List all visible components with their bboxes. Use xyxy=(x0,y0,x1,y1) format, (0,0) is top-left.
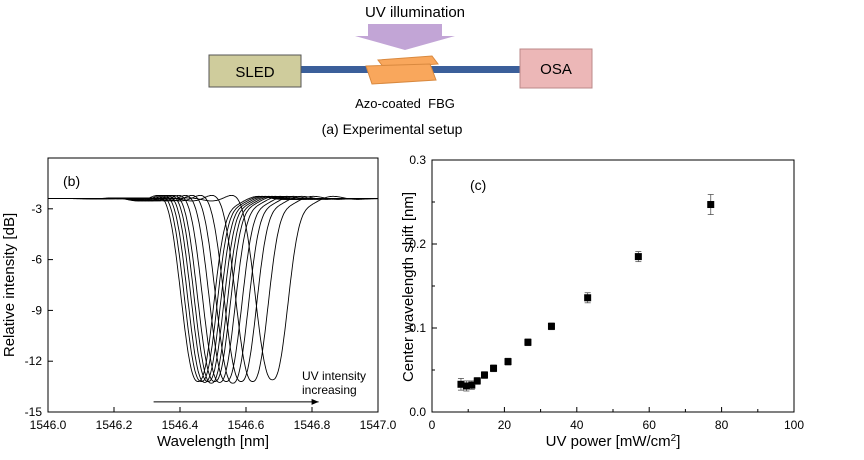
y-tick-label: 0.0 xyxy=(409,405,426,419)
x-axis-label-end: ] xyxy=(676,433,680,450)
x-tick-label: 80 xyxy=(715,418,729,432)
x-tick-label: 1547.0 xyxy=(360,418,397,432)
x-axis-label: UV power [mW/cm2] xyxy=(546,433,681,451)
spectrum-series xyxy=(48,194,378,382)
arrow-head-icon xyxy=(311,398,319,405)
data-point xyxy=(634,253,642,261)
fiber-line xyxy=(300,66,380,73)
y-axis-label: Center wavelength shift [nm] xyxy=(400,192,417,382)
x-tick-label: 1546.0 xyxy=(30,418,67,432)
sled-box xyxy=(208,54,302,88)
uv-illumination-label: UV illumination xyxy=(365,4,465,21)
x-axis-label-sup: 2 xyxy=(671,433,677,444)
y-tick-label: -9 xyxy=(31,303,42,317)
annotation-line-1: UV intensity xyxy=(302,369,366,383)
x-tick-label: 1546.8 xyxy=(294,418,331,432)
chart-b: 1546.0 1546.2 1546.4 1546.6 1546.8 1547.0 -3 -6… xyxy=(1,157,397,450)
spectrum-series xyxy=(48,194,378,384)
y-tick-label: 0.2 xyxy=(409,237,426,251)
data-point xyxy=(457,380,465,388)
y-tick-label: -6 xyxy=(31,253,42,267)
y-tick-label: 0.1 xyxy=(409,321,426,335)
spectrum-series xyxy=(48,194,378,382)
sled-label: SLED xyxy=(235,64,274,81)
spectrum-series xyxy=(48,194,378,382)
data-point xyxy=(473,377,481,385)
spectrum-series xyxy=(48,194,378,381)
data-point xyxy=(490,364,498,372)
x-tick-label: 1546.6 xyxy=(228,418,265,432)
y-tick-label: 0.3 xyxy=(409,153,426,167)
setup-diagram: UV illumination SLED OSA Azo-coated FBG … xyxy=(208,4,593,137)
y-tick-label: -12 xyxy=(25,354,43,368)
y-tick-label: -3 xyxy=(31,202,42,216)
osa-label: OSA xyxy=(540,61,572,78)
spectrum-series xyxy=(48,194,378,382)
annotation-line-2: increasing xyxy=(302,383,357,397)
x-tick-label: 0 xyxy=(429,418,436,432)
x-tick-label: 1546.4 xyxy=(162,418,199,432)
setup-caption: (a) Experimental setup xyxy=(322,121,463,137)
uv-arrow-icon xyxy=(355,24,455,50)
chart-c: 0 20 40 60 80 100 0.0 0.1 0.2 0.3 (c) UV power [m… xyxy=(400,153,804,450)
data-point xyxy=(584,294,592,302)
x-tick-label: 20 xyxy=(498,418,512,432)
data-point xyxy=(707,201,715,209)
fiber-line xyxy=(430,66,522,73)
data-point xyxy=(480,371,488,379)
spectrum-series xyxy=(48,194,378,384)
x-tick-label: 40 xyxy=(570,418,584,432)
y-tick-label: -15 xyxy=(25,405,43,419)
x-tick-label: 60 xyxy=(643,418,657,432)
osa-box xyxy=(519,48,593,89)
fbg-element xyxy=(365,63,437,85)
spectrum-series xyxy=(48,194,378,383)
x-axis-label: Wavelength [nm] xyxy=(157,433,269,450)
x-tick-label: 1546.2 xyxy=(96,418,133,432)
data-point xyxy=(462,382,470,390)
spectrum-series xyxy=(48,194,378,382)
panel-label: (b) xyxy=(63,173,80,189)
panel-label: (c) xyxy=(470,177,486,193)
spectrum-series xyxy=(48,194,378,382)
spectrum-series xyxy=(48,194,378,383)
data-point xyxy=(524,338,532,346)
plot-frame xyxy=(47,157,379,413)
data-point xyxy=(504,358,512,366)
data-point xyxy=(468,381,476,389)
data-point xyxy=(547,322,555,330)
fbg-label: Azo-coated FBG xyxy=(355,96,455,111)
spectrum-series xyxy=(48,194,378,382)
x-axis-label-main: UV power [mW/cm xyxy=(546,433,671,450)
x-tick-label: 100 xyxy=(784,418,804,432)
y-axis-label: Relative intensity [dB] xyxy=(1,213,18,357)
